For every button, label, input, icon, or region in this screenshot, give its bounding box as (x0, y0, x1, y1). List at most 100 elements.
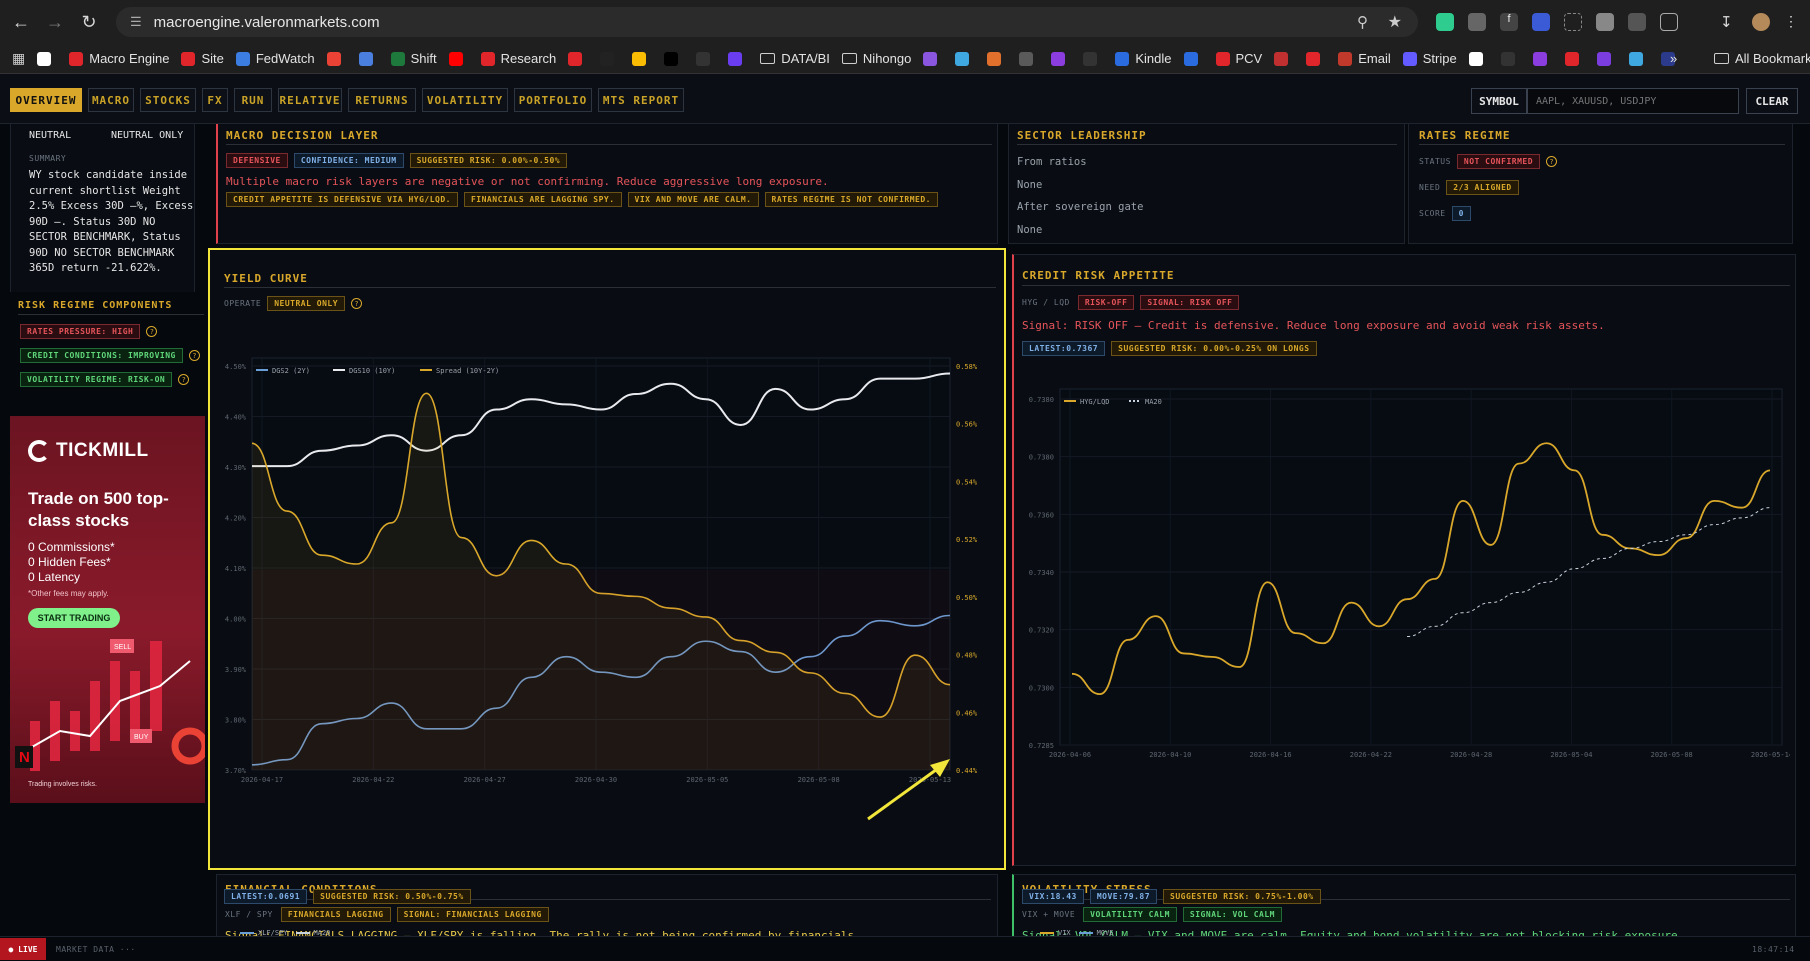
zoom-icon[interactable]: ⚲ (1357, 14, 1368, 31)
x-tick: 2026-04-28 (1450, 751, 1492, 759)
bookmark-icon-9[interactable] (1274, 51, 1294, 66)
bookmark-icon-18[interactable] (1628, 51, 1649, 66)
document-icon[interactable] (1532, 13, 1550, 31)
bookmark-icon-11[interactable] (632, 51, 652, 66)
bookmark-icon-5[interactable] (1083, 51, 1103, 66)
extensions-icon[interactable] (1660, 13, 1678, 31)
bookmark-icon-4[interactable] (326, 51, 347, 66)
symbol-input[interactable] (1527, 88, 1739, 114)
bookmark-macro-engine[interactable]: Macro Engine (69, 51, 169, 66)
macro-tag-suggested-risk-0-00-0-50: SUGGESTED RISK: 0.00%-0.50% (409, 153, 568, 168)
help-icon[interactable]: ? (188, 350, 200, 361)
credit-stat-tag: SUGGESTED RISK: 0.00%-0.25% ON LONGS (1111, 341, 1317, 356)
credit-pair: HYG / LQD (1022, 298, 1070, 307)
bookmark-shift[interactable]: Shift (390, 51, 437, 66)
bookmark-icon-3[interactable] (1019, 51, 1039, 66)
bookmark-stripe[interactable]: Stripe (1402, 51, 1457, 66)
bookmark-icon-1[interactable] (955, 51, 975, 66)
series-line-dgs2-2y (251, 614, 951, 766)
clear-button[interactable]: CLEAR (1746, 88, 1798, 114)
bookmark-icon-12[interactable] (664, 51, 684, 66)
tab-overview[interactable]: OVERVIEW (10, 88, 82, 112)
bookmark-email[interactable]: Email (1338, 51, 1391, 66)
tab-mts-report[interactable]: MTS REPORT (598, 88, 684, 112)
bookmark-icon-13[interactable] (1468, 51, 1489, 66)
download-icon[interactable]: ↧ (1720, 14, 1733, 31)
grammarly-icon[interactable] (1628, 13, 1646, 31)
y-right-tick: 0.56% (956, 421, 978, 429)
tab-fx[interactable]: FX (202, 88, 228, 112)
y-right-tick: 0.48% (956, 652, 978, 660)
bookmark-favicon-icon (235, 51, 250, 66)
bookmark-icon-7[interactable] (448, 51, 469, 66)
rates-score-tag: 0 (1451, 206, 1471, 221)
macro-tag-confidence-medium: CONFIDENCE: MEDIUM (293, 153, 404, 168)
bookmark-pcv[interactable]: PCV (1215, 51, 1262, 66)
bookmark-icon-14[interactable] (1500, 51, 1521, 66)
tab-volatility[interactable]: VOLATILITY (422, 88, 508, 112)
menu-icon[interactable]: ⋮ (1784, 13, 1798, 29)
y-right-tick: 0.58% (956, 363, 978, 371)
back-icon[interactable]: ← (12, 11, 30, 32)
annotation-arrow (867, 759, 950, 821)
bookmark-icon-19[interactable] (1660, 51, 1681, 66)
x-tick: 2026-05-14 (1751, 751, 1790, 759)
bookmark-icon-14[interactable] (728, 51, 748, 66)
function-icon[interactable]: f (1500, 13, 1518, 31)
bookmark-icon-0[interactable] (37, 51, 57, 66)
bookmark-research[interactable]: Research (480, 51, 556, 66)
bookmark-folder-data-bi[interactable]: DATA/BI (760, 51, 830, 66)
bookmark-favicon-icon (69, 51, 84, 66)
extension-icon[interactable] (1436, 13, 1454, 31)
bookmark-icon-7[interactable] (1183, 51, 1204, 66)
tickmill-ad[interactable]: TICKMILL Trade on 500 top-class stocks 0… (10, 416, 205, 803)
screenshot-icon[interactable] (1564, 13, 1582, 31)
bookmark-site[interactable]: Site (181, 51, 224, 66)
x-tick: 2026-05-05 (686, 776, 728, 784)
bookmark-kindle[interactable]: Kindle (1115, 51, 1172, 66)
bookmark-icon-17[interactable] (1596, 51, 1617, 66)
forward-icon[interactable]: → (46, 11, 64, 32)
help-icon[interactable]: ? (178, 374, 190, 385)
bookmark-favicon-icon (37, 51, 52, 66)
address-bar[interactable]: ☰ macroengine.valeronmarkets.com ⚲ ★ (116, 7, 1418, 37)
bookmark-icon-13[interactable] (696, 51, 716, 66)
bookmark-icon-5[interactable] (358, 51, 379, 66)
tab-relative[interactable]: RELATIVE (278, 88, 342, 112)
neutral-only-label: NEUTRAL ONLY (111, 130, 184, 141)
tab-portfolio[interactable]: PORTFOLIO (514, 88, 592, 112)
bookmarks-more[interactable]: » (1670, 51, 1678, 66)
y-tick: 0.7320 (1029, 627, 1054, 635)
x-tick: 2026-04-27 (464, 776, 506, 784)
camera-icon[interactable] (1468, 13, 1486, 31)
help-icon[interactable]: ? (1546, 156, 1558, 167)
bookmark-star-icon[interactable]: ★ (1387, 14, 1402, 31)
bookmark-folder-nihongo[interactable]: Nihongo (841, 51, 911, 66)
macro-reason: VIX AND MOVE ARE CALM. (627, 192, 759, 207)
tab-stocks[interactable]: STOCKS (140, 88, 196, 112)
profile-avatar[interactable] (1752, 13, 1770, 31)
yield-title: YIELD CURVE (224, 272, 308, 285)
help-icon[interactable]: ? (146, 326, 158, 337)
bookmark-icon-15[interactable] (1532, 51, 1553, 66)
bookmark-icon-16[interactable] (1564, 51, 1585, 66)
bookmark-fedwatch[interactable]: FedWatch (235, 51, 315, 66)
bookmark-icon-0[interactable] (923, 51, 943, 66)
bookmark-icon-4[interactable] (1051, 51, 1071, 66)
reload-icon[interactable]: ↻ (81, 11, 97, 32)
bookmark-icon-2[interactable] (987, 51, 1007, 66)
all-bookmarks[interactable]: All Bookmarks (1714, 51, 1810, 66)
apps-icon[interactable]: ▦ (12, 50, 26, 66)
tab-macro[interactable]: MACRO (88, 88, 134, 112)
site-info-icon[interactable]: ☰ (130, 14, 142, 29)
bookmark-icon-10[interactable] (600, 51, 620, 66)
sector-line: After sovereign gate (1017, 201, 1144, 213)
y-tick: 0.7380 (1029, 396, 1054, 404)
bookmark-icon-9[interactable] (568, 51, 588, 66)
tab-returns[interactable]: RETURNS (348, 88, 416, 112)
help-icon[interactable]: ? (351, 298, 363, 309)
start-trading-button[interactable]: START TRADING (28, 608, 120, 628)
eyedropper-icon[interactable] (1596, 13, 1614, 31)
tab-run[interactable]: RUN (234, 88, 272, 112)
bookmark-icon-10[interactable] (1306, 51, 1326, 66)
